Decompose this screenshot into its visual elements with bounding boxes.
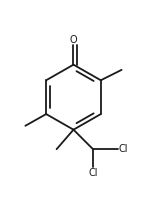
Text: Cl: Cl — [88, 168, 98, 178]
Text: O: O — [70, 34, 77, 44]
Text: Cl: Cl — [119, 144, 129, 154]
